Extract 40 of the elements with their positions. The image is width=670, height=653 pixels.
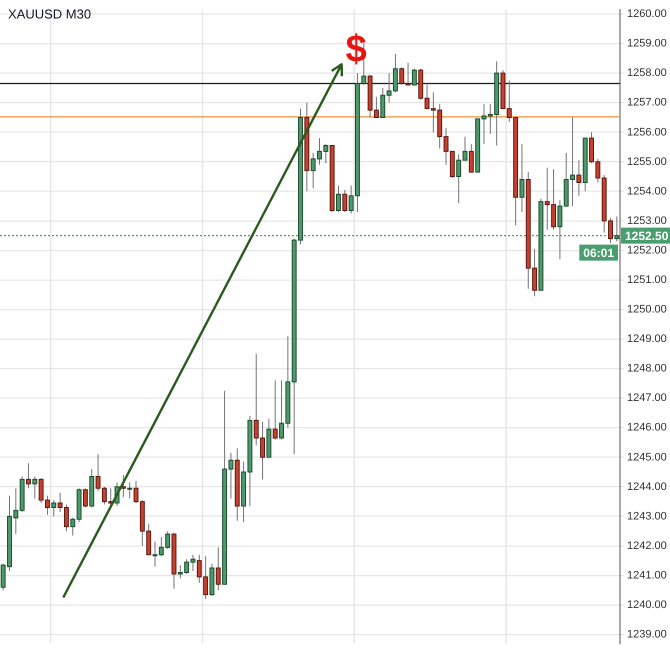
y-tick-label: 1244.00 xyxy=(627,480,667,493)
candlestick xyxy=(412,68,417,86)
y-tick-label: 1259.00 xyxy=(627,38,667,50)
y-tick-label: 1240.00 xyxy=(627,599,667,612)
y-tick-label: 1251.00 xyxy=(627,274,667,286)
candlestick xyxy=(336,184,341,213)
y-tick-label: 1253.00 xyxy=(627,214,667,227)
candlestick xyxy=(127,482,132,500)
y-tick-label: 1255.00 xyxy=(627,156,667,168)
annotation: 06:01 xyxy=(583,246,614,260)
chart-title: XAUUSD M30 xyxy=(8,6,92,22)
candlestick xyxy=(26,462,31,489)
candlestick xyxy=(32,476,38,500)
y-tick-label: 1250.00 xyxy=(627,304,667,316)
y-tick-label: 1246.00 xyxy=(627,422,667,434)
y-tick-label: 1242.00 xyxy=(627,540,667,552)
y-tick-label: 1257.00 xyxy=(627,96,667,109)
y-tick-label: 1247.00 xyxy=(627,392,667,404)
candlestick xyxy=(519,144,524,213)
candlestick xyxy=(216,546,221,591)
y-tick-label: 1249.00 xyxy=(627,333,667,346)
y-tick-label: 1254.00 xyxy=(627,185,667,198)
candlestick xyxy=(51,500,56,517)
y-tick-label: 1239.00 xyxy=(627,628,667,641)
candlestick xyxy=(120,474,126,498)
candlestick xyxy=(576,160,582,196)
ref-line-label: 1252.50 xyxy=(625,228,669,243)
y-tick-label: 1256.00 xyxy=(627,126,667,138)
y-tick-label: 1241.00 xyxy=(627,569,667,582)
y-tick-label: 1252.00 xyxy=(627,244,667,256)
annotation: $ xyxy=(346,28,367,70)
candlestick xyxy=(272,380,278,440)
y-tick-label: 1245.00 xyxy=(627,451,667,464)
y-tick-label: 1243.00 xyxy=(627,510,667,522)
y-tick-label: 1258.00 xyxy=(627,67,667,80)
candlestick xyxy=(82,488,88,508)
candlestick xyxy=(342,189,348,213)
y-tick-label: 1260.00 xyxy=(627,8,667,20)
y-tick-label: 1248.00 xyxy=(627,362,667,375)
candlestick xyxy=(468,144,474,173)
